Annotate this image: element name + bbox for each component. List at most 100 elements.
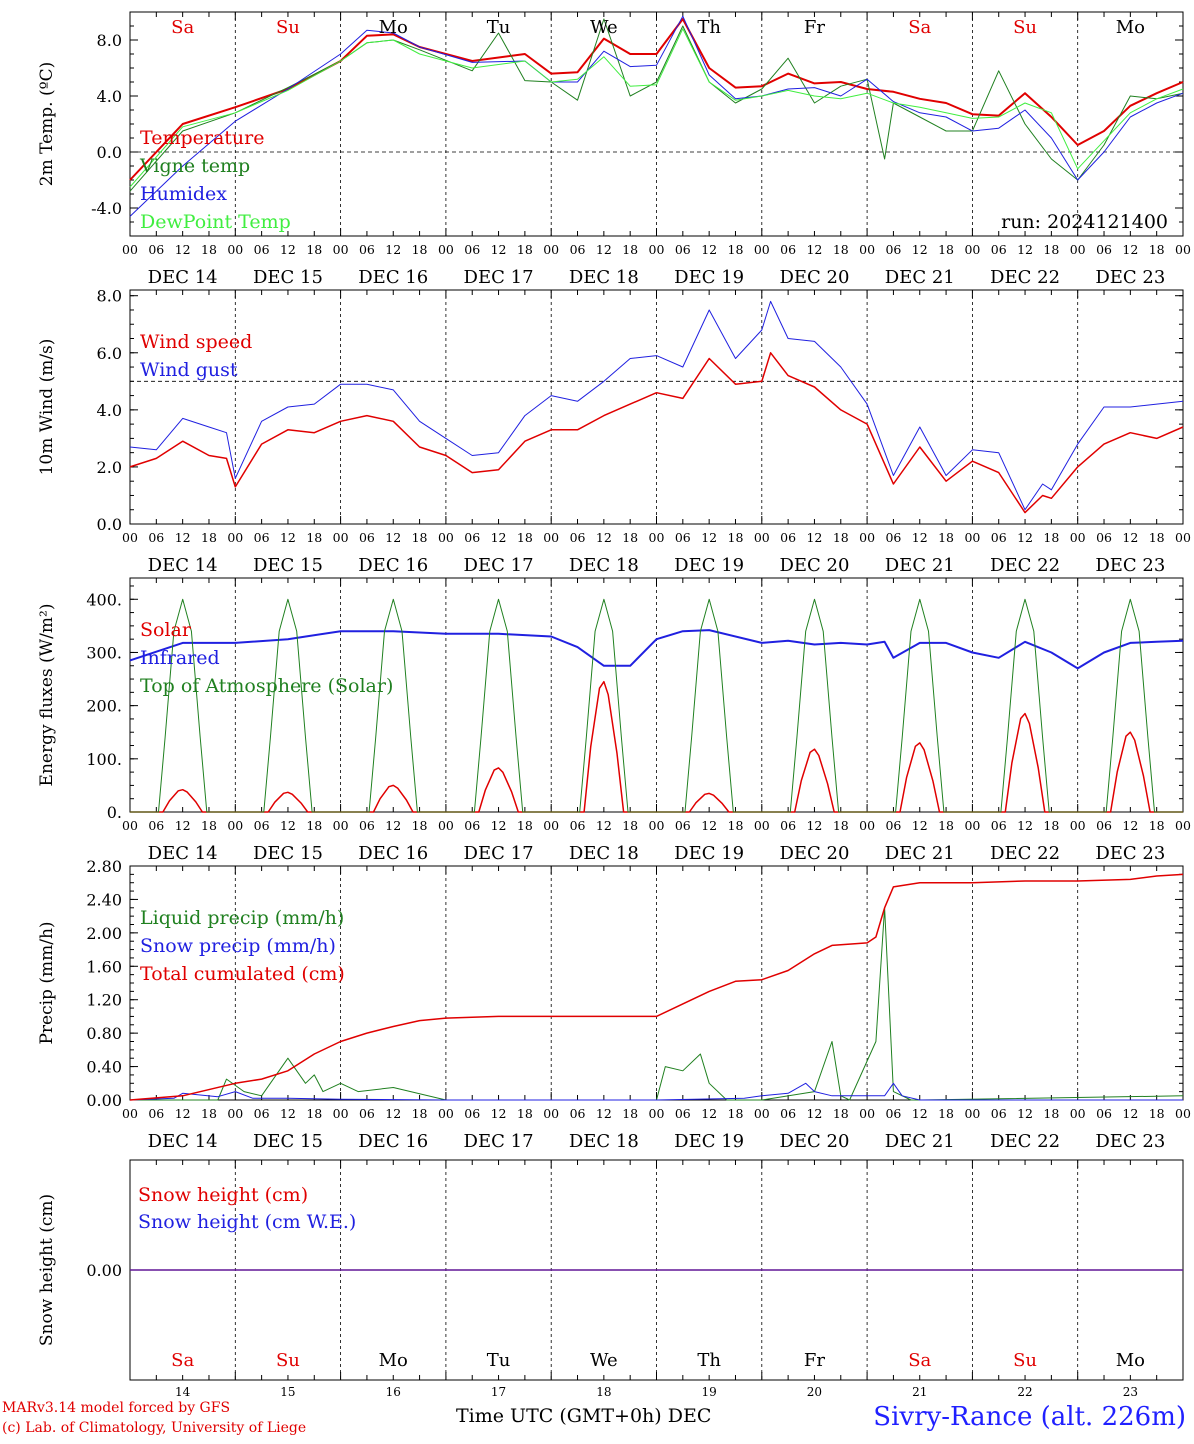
hour-tick-label: 06 <box>570 242 586 257</box>
date-label: DEC 19 <box>674 1131 744 1152</box>
hour-tick-label: 06 <box>254 530 270 545</box>
hour-tick-label: 00 <box>122 242 138 257</box>
hour-tick-label: 06 <box>254 242 270 257</box>
hour-tick-label: 00 <box>754 818 770 833</box>
hour-tick-label: 18 <box>833 530 849 545</box>
date-label: DEC 17 <box>464 1131 534 1152</box>
date-label: DEC 16 <box>358 555 428 576</box>
hour-tick-label: 00 <box>859 242 875 257</box>
day-number-label: 23 <box>1123 1385 1138 1399</box>
hour-tick-label: 06 <box>885 1106 901 1121</box>
hour-tick-label: 12 <box>701 242 717 257</box>
hour-tick-label: 06 <box>148 530 164 545</box>
legend-entry: Solar <box>140 619 192 641</box>
hour-tick-label: 00 <box>227 818 243 833</box>
hour-tick-label: 00 <box>649 242 665 257</box>
date-label: DEC 21 <box>885 555 955 576</box>
hour-tick-label: 18 <box>938 242 954 257</box>
date-label: DEC 21 <box>885 1131 955 1152</box>
hour-tick-label: 12 <box>280 1106 296 1121</box>
hour-tick-label: 06 <box>148 818 164 833</box>
hour-tick-label: 12 <box>806 530 822 545</box>
hour-tick-label: 00 <box>1175 530 1191 545</box>
hour-tick-label: 00 <box>964 1106 980 1121</box>
date-label: DEC 21 <box>885 843 955 864</box>
hour-tick-label: 06 <box>254 818 270 833</box>
hour-tick-label: 12 <box>806 818 822 833</box>
weekday-label: Fr <box>804 1350 825 1371</box>
legend-entry: Wind gust <box>140 359 238 381</box>
hour-tick-label: 18 <box>517 818 533 833</box>
panel-3: 0. 100. 200. 300. 400. Energy fluxes (W/m²) So… <box>37 577 1191 864</box>
hour-tick-label: 06 <box>780 242 796 257</box>
hour-tick-label: 18 <box>412 242 428 257</box>
hour-tick-label: 18 <box>622 530 638 545</box>
panel-1: -4.0 0.0 4.0 8.0 2m Temp. (ºC) Temperature Vig… <box>37 11 1191 288</box>
date-label: DEC 16 <box>358 267 428 288</box>
hour-tick-label: 12 <box>701 530 717 545</box>
hour-tick-label: 06 <box>675 818 691 833</box>
hour-tick-label: 00 <box>754 530 770 545</box>
hour-tick-label: 00 <box>122 818 138 833</box>
hour-tick-label: 18 <box>412 530 428 545</box>
day-number-label: 21 <box>912 1385 927 1399</box>
date-label: DEC 23 <box>1095 843 1165 864</box>
hour-tick-label: 18 <box>412 818 428 833</box>
hour-tick-label: 12 <box>175 530 191 545</box>
series-line-wind-speed <box>129 352 1184 514</box>
hour-tick-label: 06 <box>885 530 901 545</box>
legend-entry: Total cumulated (cm) <box>140 963 345 985</box>
y-tick-label: -4.0 <box>91 199 122 218</box>
y-tick-label: 8.0 <box>97 287 122 306</box>
hour-tick-label: 18 <box>938 818 954 833</box>
hour-tick-label: 06 <box>464 242 480 257</box>
hour-tick-label: 18 <box>1043 530 1059 545</box>
weekday-label: We <box>590 17 618 38</box>
date-label: DEC 23 <box>1095 555 1165 576</box>
weekday-label: Mo <box>379 1350 408 1371</box>
hour-tick-label: 06 <box>464 530 480 545</box>
hour-tick-label: 00 <box>333 818 349 833</box>
hour-tick-label: 12 <box>912 1106 928 1121</box>
lab-credit: (c) Lab. of Climatology, University of L… <box>2 1420 307 1436</box>
panel-4: 0.00 0.40 0.80 1.20 1.60 2.00 2.40 2.80 Precip (… <box>37 857 1191 1152</box>
y-axis-label: 2m Temp. (ºC) <box>37 62 57 187</box>
legend-entry: Infrared <box>140 647 220 669</box>
legend-entry: Wind speed <box>140 331 252 353</box>
y-tick-label: 4.0 <box>97 401 122 420</box>
series-line-snow-precip-mm-h <box>129 1082 1183 1101</box>
hour-tick-label: 12 <box>491 818 507 833</box>
hour-tick-label: 06 <box>359 530 375 545</box>
weekday-label: Su <box>276 1350 300 1371</box>
weekday-label: Sa <box>908 17 931 38</box>
hour-tick-label: 00 <box>649 530 665 545</box>
panel-2: 0.0 2.0 4.0 6.0 8.0 10m Wind (m/s) Wind speed W… <box>37 287 1191 576</box>
hour-tick-label: 12 <box>385 242 401 257</box>
y-axis-label: 10m Wind (m/s) <box>37 339 57 476</box>
hour-tick-label: 06 <box>254 1106 270 1121</box>
date-label: DEC 20 <box>779 843 849 864</box>
hour-tick-label: 12 <box>1122 1106 1138 1121</box>
run-label: run: 2024121400 <box>1001 211 1168 233</box>
hour-tick-label: 00 <box>1070 530 1086 545</box>
hour-tick-label: 00 <box>227 1106 243 1121</box>
hour-tick-label: 18 <box>1149 530 1165 545</box>
hour-tick-label: 00 <box>543 530 559 545</box>
hour-tick-label: 06 <box>991 1106 1007 1121</box>
hour-tick-label: 00 <box>754 1106 770 1121</box>
day-number-label: 18 <box>596 1385 611 1399</box>
series-line-wind-gust <box>129 300 1184 511</box>
panel-5: 0.00 Snow height (cm) Snow height (cm) Snow… <box>37 1159 1184 1399</box>
hour-tick-label: 06 <box>780 1106 796 1121</box>
hour-tick-label: 18 <box>833 818 849 833</box>
day-number-label: 20 <box>807 1385 822 1399</box>
hour-tick-label: 12 <box>280 818 296 833</box>
hour-tick-label: 00 <box>964 818 980 833</box>
y-tick-label: 1.20 <box>86 991 122 1010</box>
date-label: DEC 20 <box>779 555 849 576</box>
hour-tick-label: 18 <box>1149 242 1165 257</box>
hour-tick-label: 06 <box>359 818 375 833</box>
weekday-label: Su <box>1013 17 1037 38</box>
legend-entry: Liquid precip (mm/h) <box>140 907 344 929</box>
day-number-label: 22 <box>1017 1385 1032 1399</box>
